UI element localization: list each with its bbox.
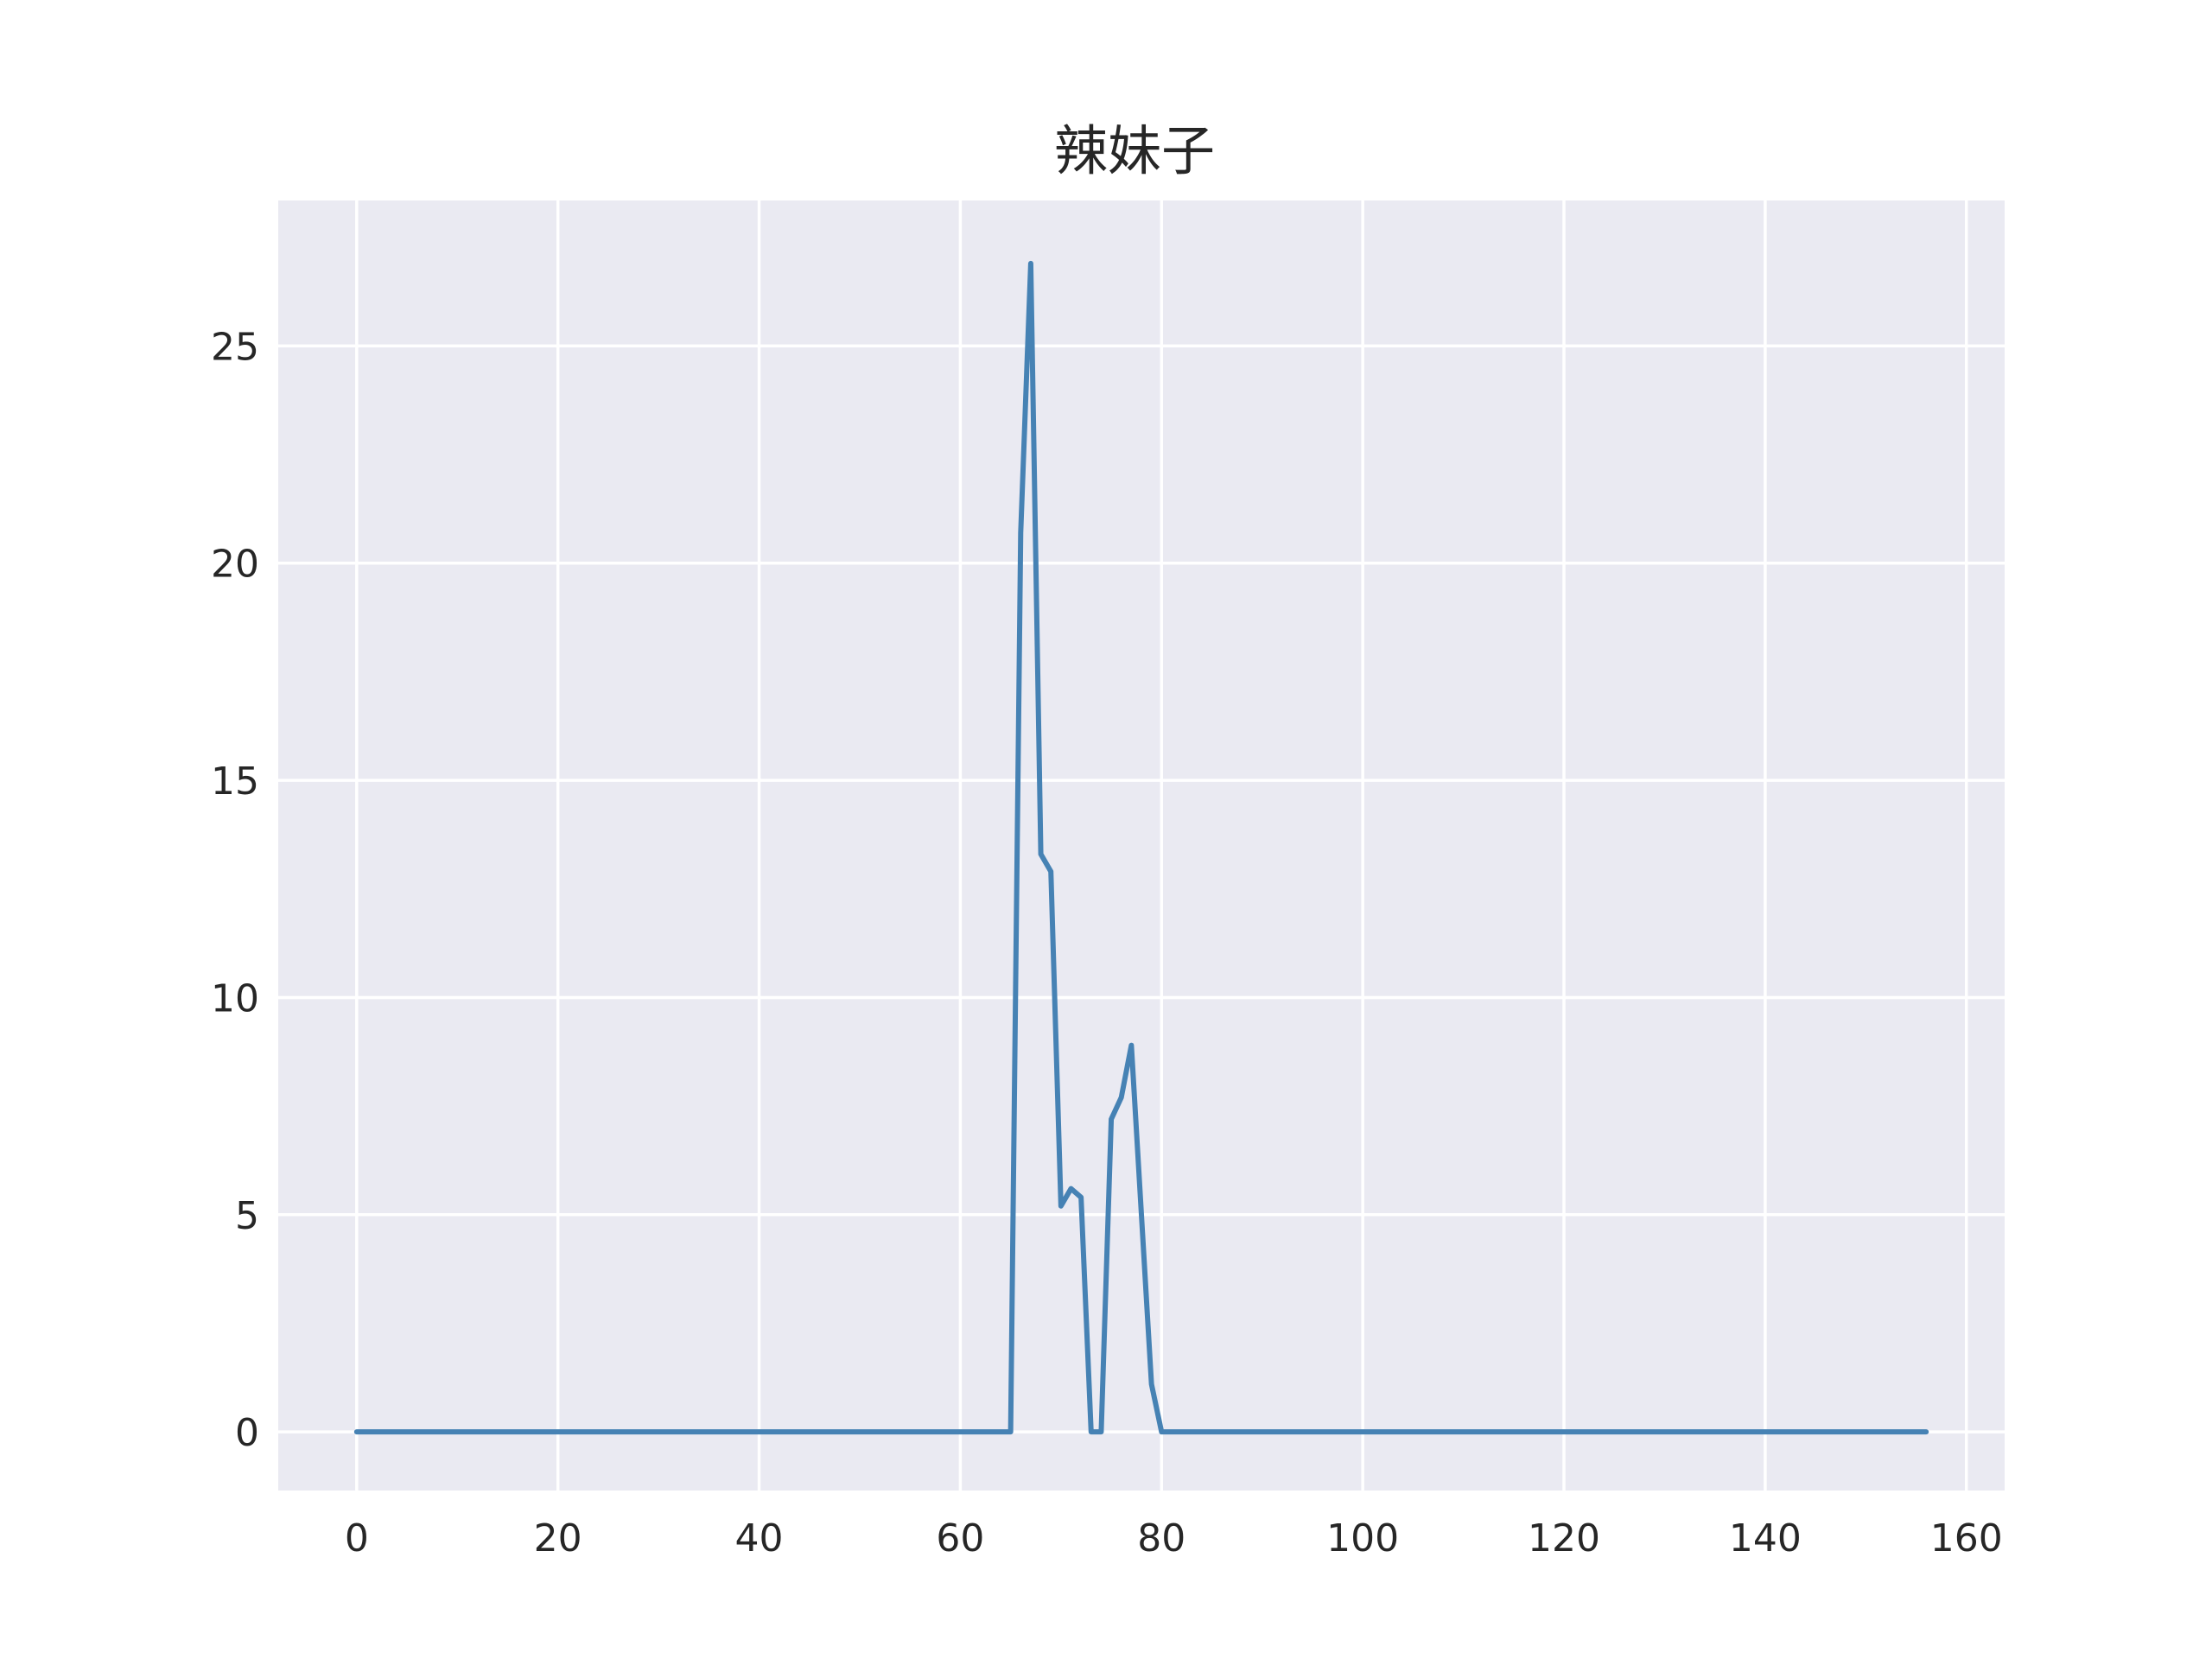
series-group xyxy=(353,260,1929,1435)
x-tick-label: 80 xyxy=(1137,1516,1185,1560)
y-tick-label: 0 xyxy=(235,1411,259,1455)
chart-title: 辣妹子 xyxy=(1054,119,1215,182)
x-tick-label: 140 xyxy=(1729,1516,1802,1560)
x-tick-label: 120 xyxy=(1528,1516,1600,1560)
x-tick-label: 0 xyxy=(345,1516,369,1560)
x-tick-label: 20 xyxy=(534,1516,582,1560)
y-tick-label: 25 xyxy=(211,325,259,369)
series-line xyxy=(353,260,1929,1435)
x-tick-labels: 0 20 40 60 80 100 120 140 160 xyxy=(345,1516,2003,1560)
x-grid xyxy=(355,200,1968,1491)
y-tick-label: 5 xyxy=(235,1194,259,1238)
y-tick-label: 20 xyxy=(211,543,259,587)
y-tick-label: 15 xyxy=(211,760,259,804)
x-tick-label: 40 xyxy=(735,1516,784,1560)
plot-area xyxy=(278,200,2005,1491)
y-tick-label: 10 xyxy=(211,976,259,1020)
x-tick-label: 100 xyxy=(1326,1516,1399,1560)
x-tick-label: 160 xyxy=(1930,1516,2003,1560)
x-tick-label: 60 xyxy=(936,1516,984,1560)
y-tick-labels: 0 5 10 15 20 25 xyxy=(211,325,259,1455)
